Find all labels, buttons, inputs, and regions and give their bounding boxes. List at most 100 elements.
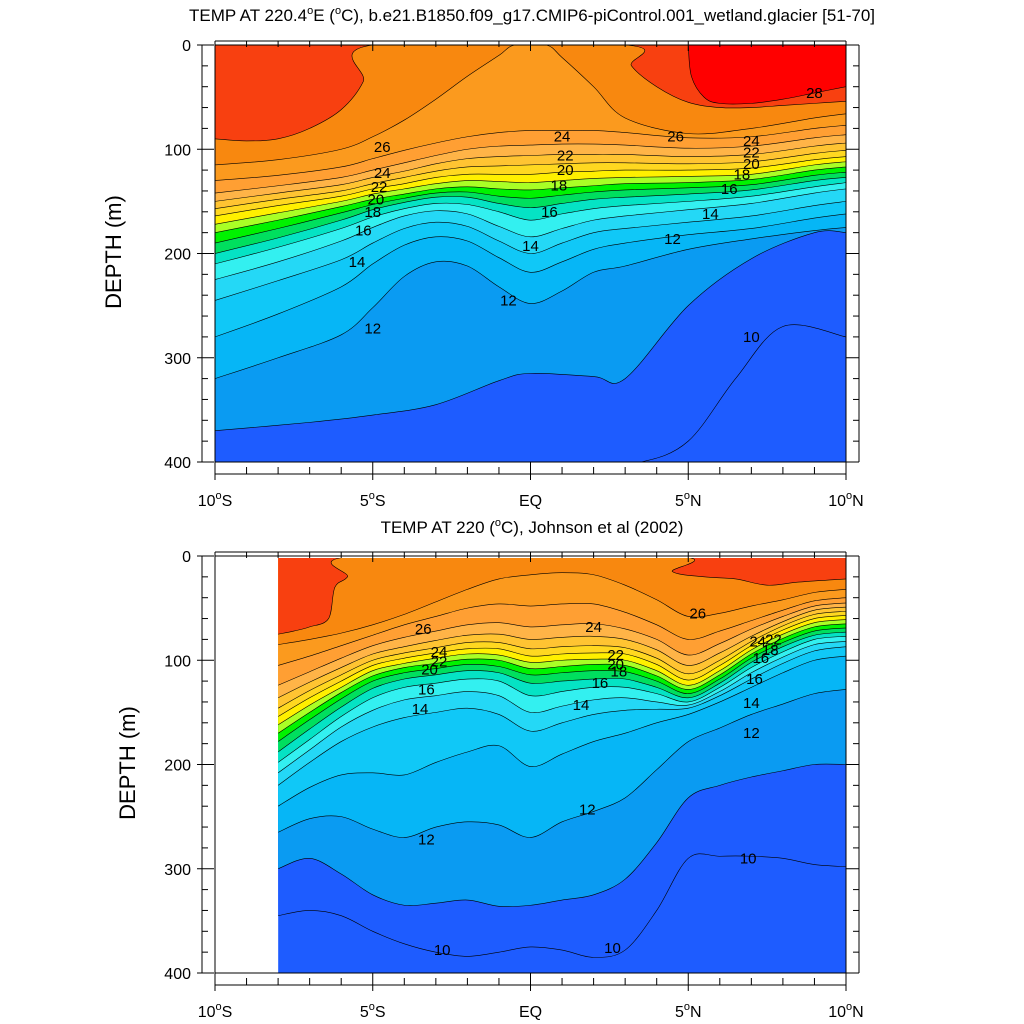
contour-label: 14 <box>573 697 590 714</box>
y-tick-label: 0 <box>182 549 191 566</box>
contour-label: 14 <box>702 206 719 223</box>
contour-label: 12 <box>743 725 760 742</box>
isotherm-13 <box>215 213 846 338</box>
isotherm-25 <box>215 124 846 181</box>
contour-fills <box>278 558 847 973</box>
isotherm-18 <box>215 171 846 244</box>
contour-label: 20 <box>743 156 760 173</box>
x-tick-label: 10oS <box>198 1001 233 1021</box>
contour-label: 24 <box>743 133 760 150</box>
contour-label: 18 <box>364 204 381 221</box>
y-tick-label: 200 <box>164 758 191 775</box>
isotherm-15 <box>215 188 846 280</box>
contour-label: 26 <box>415 621 432 638</box>
isotherm-16 <box>215 182 846 265</box>
contour-label: 12 <box>579 801 596 818</box>
contour-label: 22 <box>557 148 574 165</box>
isotherm-22 <box>278 610 847 709</box>
top-chart-title: TEMP AT 220.4oE (oC), b.e21.B1850.f09_g1… <box>189 5 875 25</box>
contour-label: 10 <box>743 329 760 346</box>
isotherm-12 <box>278 689 847 838</box>
isotherm-22 <box>215 149 846 209</box>
y-tick-label: 200 <box>164 247 191 264</box>
contour-label: 24 <box>431 644 448 661</box>
y-tick-label: 300 <box>164 862 191 879</box>
contour-fills <box>215 45 846 462</box>
top-y-axis-label: DEPTH (m) <box>101 195 126 309</box>
contour-label: 22 <box>743 144 760 161</box>
contour-label: 12 <box>364 321 381 338</box>
x-tick-label: EQ <box>519 1004 542 1021</box>
contour-label: 16 <box>541 204 558 221</box>
x-tick-label: EQ <box>519 493 542 510</box>
contour-band-28 <box>688 45 846 105</box>
isotherm-11 <box>215 230 846 432</box>
bottom-chart-title: TEMP AT 220 (oC), Johnson et al (2002) <box>381 517 684 537</box>
contour-label: 22 <box>765 631 782 648</box>
contour-label: 16 <box>721 181 738 198</box>
contour-label: 28 <box>806 85 823 102</box>
contour-label: 20 <box>368 191 385 208</box>
isotherm-23 <box>278 606 847 699</box>
isotherm-28 <box>687 45 846 105</box>
isotherm-18 <box>278 627 847 742</box>
contour-label: 20 <box>557 162 574 179</box>
contour-label: 12 <box>418 832 435 849</box>
y-tick-label: 100 <box>164 653 191 670</box>
contour-label: 16 <box>355 223 372 240</box>
contour-band-26 <box>278 558 846 645</box>
contour-label: 24 <box>374 165 391 182</box>
contour-label: 10 <box>434 942 451 959</box>
contour-label: 22 <box>431 653 448 670</box>
contour-label: 22 <box>371 179 388 196</box>
isotherm-13 <box>278 655 847 807</box>
isotherm-20 <box>278 619 847 726</box>
isotherm-24 <box>215 134 846 194</box>
contour-band-27 <box>278 558 846 635</box>
contour-label: 24 <box>749 633 766 650</box>
contour-label: 26 <box>689 605 706 622</box>
isotherm-17 <box>278 631 847 753</box>
isotherm-27 <box>278 558 847 635</box>
isotherm-14 <box>215 201 846 301</box>
isotherm-20 <box>215 161 846 225</box>
contour-label: 14 <box>412 701 429 718</box>
y-tick-label: 100 <box>164 142 191 159</box>
contour-label: 14 <box>522 238 539 255</box>
contour-label: 10 <box>740 850 757 867</box>
contour-label: 16 <box>418 681 435 698</box>
x-tick-label: 10oS <box>198 490 233 510</box>
isotherm-17 <box>215 177 846 254</box>
isotherm-11 <box>278 763 847 907</box>
contour-label: 18 <box>551 178 568 195</box>
contour-label: 20 <box>607 656 624 673</box>
x-tick-label: 5oN <box>675 1001 702 1021</box>
y-tick-label: 0 <box>182 38 191 55</box>
contour-label: 18 <box>734 166 751 183</box>
isotherm-26 <box>215 45 846 166</box>
y-tick-label: 400 <box>164 966 191 983</box>
isotherm-14 <box>278 646 847 786</box>
contour-label: 12 <box>500 292 517 309</box>
contour-label: 10 <box>604 940 621 957</box>
x-tick-label: 5oS <box>360 490 386 510</box>
isotherm-26 <box>278 572 847 645</box>
contour-band-27 <box>215 45 846 141</box>
panel-top: TEMP AT 220.4oE (oC), b.e21.B1850.f09_g1… <box>101 5 875 510</box>
y-tick-label: 400 <box>164 455 191 472</box>
contour-label: 14 <box>743 695 760 712</box>
isotherm-15 <box>278 641 847 774</box>
isotherm-16 <box>278 635 847 763</box>
contour-label: 14 <box>349 254 366 271</box>
contour-label: 16 <box>752 650 769 667</box>
contour-label: 26 <box>667 129 684 146</box>
contour-label: 12 <box>664 231 681 248</box>
x-tick-label: 10oN <box>828 490 863 510</box>
isotherm-25 <box>278 597 847 666</box>
contour-label: 18 <box>610 664 627 681</box>
isotherm-10 <box>423 324 846 462</box>
isotherm-21 <box>215 156 846 217</box>
x-tick-label: 10oN <box>828 1001 863 1021</box>
